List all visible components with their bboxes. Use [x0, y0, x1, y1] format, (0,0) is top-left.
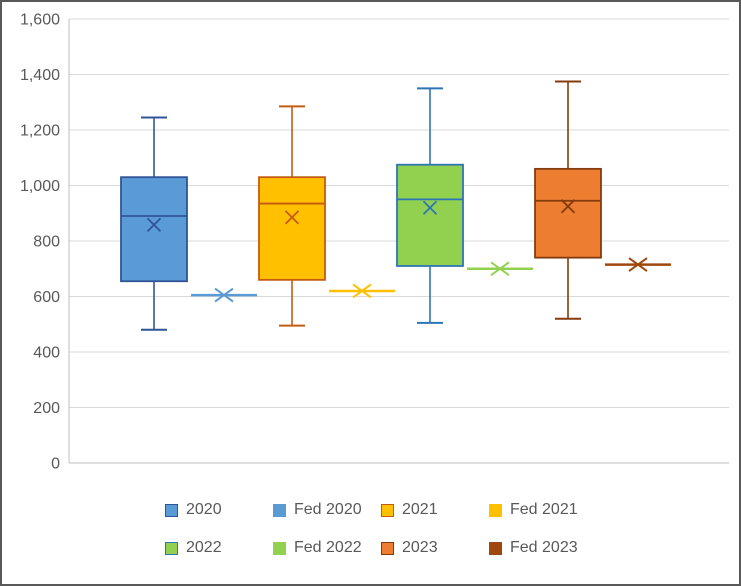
box-series-2022 — [396, 87, 464, 324]
legend-label: 2022 — [186, 539, 222, 556]
legend-label: 2020 — [186, 501, 222, 518]
box-iqr — [534, 167, 602, 259]
legend-swatch-fed-2023 — [489, 541, 502, 555]
fed-x-marker — [352, 283, 372, 299]
legend-swatch-2022 — [165, 541, 178, 555]
chart-legend: 2020 Fed 2020 2021 Fed 2021 2022 Fed 2022 2023… — [165, 501, 597, 557]
mean-marker — [284, 210, 300, 225]
fed-marker-fed-2022 — [467, 261, 533, 277]
y-tick-label-1000: 1,000 — [20, 178, 60, 195]
legend-label: Fed 2020 — [294, 501, 362, 518]
legend-label: 2023 — [402, 539, 438, 556]
box-series-2023 — [534, 80, 602, 320]
y-tick-label-1200: 1,200 — [20, 123, 60, 140]
y-tick-label-400: 400 — [33, 345, 60, 362]
y-tick-label-0: 0 — [51, 456, 60, 473]
fed-marker-fed-2020 — [191, 287, 257, 303]
legend-label: 2021 — [402, 501, 438, 518]
legend-swatch-2023 — [381, 541, 394, 555]
fed-marker-fed-2021 — [329, 283, 395, 299]
box-series-2020 — [120, 116, 188, 331]
mean-marker — [146, 217, 162, 233]
legend-item-fed-2023: Fed 2023 — [489, 539, 597, 557]
legend-item-fed-2022: Fed 2022 — [273, 539, 381, 557]
legend-swatch-fed-2022 — [273, 541, 286, 555]
box-series-2021 — [258, 105, 326, 327]
legend-swatch-fed-2021 — [489, 503, 502, 517]
fed-marker-fed-2023 — [605, 257, 671, 272]
mean-marker — [422, 200, 438, 215]
fed-x-marker — [628, 257, 648, 272]
legend-label: Fed 2021 — [510, 501, 578, 518]
legend-item-fed-2021: Fed 2021 — [489, 501, 597, 519]
y-tick-label-200: 200 — [33, 400, 60, 417]
box-iqr — [120, 176, 188, 283]
box-iqr — [258, 176, 326, 281]
y-tick-label-600: 600 — [33, 289, 60, 306]
legend-item-2022: 2022 — [165, 539, 273, 557]
legend-swatch-fed-2020 — [273, 503, 286, 517]
legend-swatch-2020 — [165, 503, 178, 517]
legend-swatch-2021 — [381, 503, 394, 517]
boxplot-chart: 0 200 400 600 800 1,000 1,200 1,400 1,600 — [20, 12, 729, 473]
legend-label: Fed 2023 — [510, 539, 578, 556]
mean-marker — [560, 199, 576, 214]
legend-item-2021: 2021 — [381, 501, 489, 519]
box-iqr — [396, 163, 464, 267]
legend-label: Fed 2022 — [294, 539, 362, 556]
legend-item-fed-2020: Fed 2020 — [273, 501, 381, 519]
fed-x-marker — [214, 287, 234, 303]
y-tick-label-800: 800 — [33, 234, 60, 251]
legend-item-2020: 2020 — [165, 501, 273, 519]
y-tick-label-1600: 1,600 — [20, 12, 60, 29]
y-tick-label-1400: 1,400 — [20, 67, 60, 84]
legend-item-2023: 2023 — [381, 539, 489, 557]
fed-x-marker — [490, 261, 510, 277]
